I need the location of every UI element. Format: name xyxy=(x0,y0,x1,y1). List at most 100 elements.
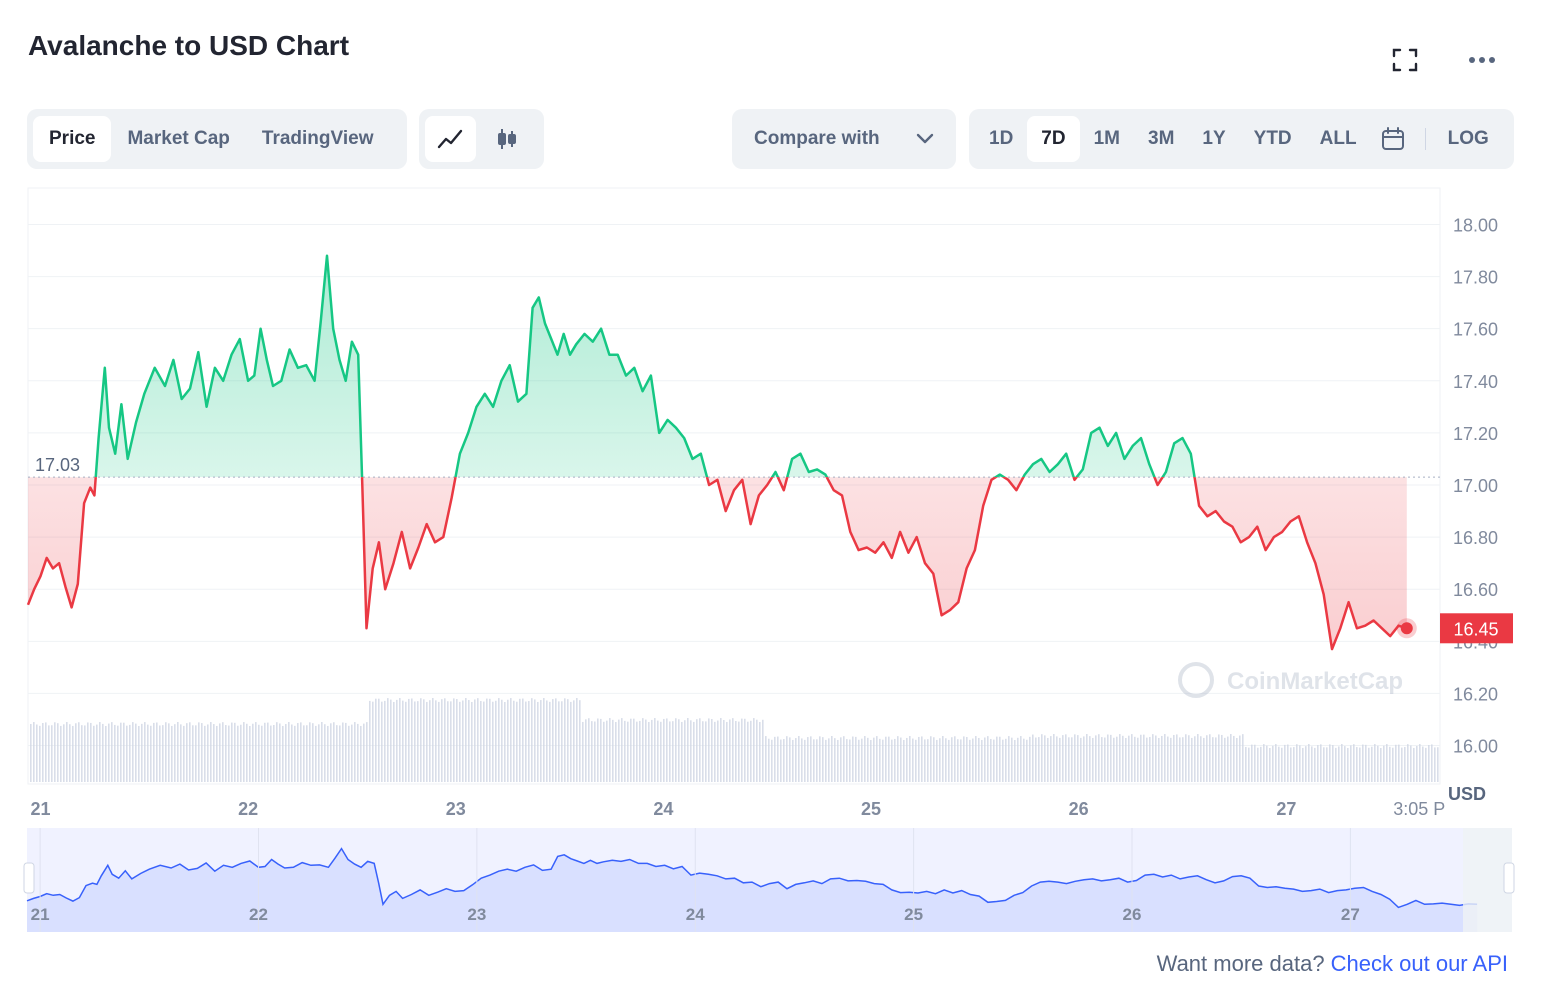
volume-bar xyxy=(348,725,350,782)
volume-bar xyxy=(1008,736,1010,782)
volume-bar xyxy=(564,698,566,782)
volume-bar xyxy=(102,723,104,782)
volume-bar xyxy=(480,701,482,782)
volume-bar xyxy=(684,720,686,782)
volume-bar xyxy=(399,698,401,782)
tab-market-cap[interactable]: Market Cap xyxy=(127,128,230,149)
x-tick-label: 27 xyxy=(1276,799,1296,819)
volume-bar xyxy=(1152,734,1154,782)
candlestick-icon[interactable] xyxy=(482,116,533,162)
volume-bar xyxy=(63,724,65,782)
volume-bar xyxy=(834,738,836,782)
log-scale-toggle[interactable]: LOG xyxy=(1447,128,1489,149)
volume-bar xyxy=(906,737,908,782)
calendar-icon[interactable] xyxy=(1371,116,1415,162)
volume-bar xyxy=(936,739,938,782)
range-1m[interactable]: 1M xyxy=(1093,128,1120,149)
volume-bar xyxy=(135,723,137,782)
price-chart[interactable]: 17.03 CoinMarketCap 18.00 17.80 17.60 17.40… xyxy=(0,180,1548,940)
volume-bar xyxy=(963,736,965,782)
volume-bar xyxy=(702,721,704,782)
volume-bar xyxy=(120,722,122,782)
navigator-handle-left[interactable] xyxy=(23,862,35,894)
volume-bar xyxy=(1314,747,1316,782)
volume-bar xyxy=(981,739,983,782)
volume-bar xyxy=(312,723,314,782)
volume-bar xyxy=(1242,734,1244,782)
page-title: Avalanche to USD Chart xyxy=(28,30,350,61)
fullscreen-icon[interactable] xyxy=(1387,42,1423,78)
volume-bar xyxy=(747,721,749,782)
range-1d[interactable]: 1D xyxy=(989,128,1014,149)
y-tick-label: 17.00 xyxy=(1453,476,1498,496)
navigator-area xyxy=(27,848,1478,932)
volume-bar xyxy=(186,723,188,782)
range-ytd[interactable]: YTD xyxy=(1253,128,1292,149)
volume-bar xyxy=(147,724,149,782)
volume-bar xyxy=(612,719,614,782)
last-price-label: 16.45 xyxy=(1453,619,1498,639)
volume-bar xyxy=(78,722,80,782)
line-chart-icon[interactable] xyxy=(425,116,476,162)
volume-bar xyxy=(300,722,302,782)
navigator-handle-right[interactable] xyxy=(1503,862,1515,894)
range-7d[interactable]: 7D xyxy=(1027,116,1080,162)
volume-bar xyxy=(1134,736,1136,782)
volume-bar xyxy=(597,718,599,782)
volume-bar xyxy=(1215,737,1217,782)
volume-bar xyxy=(315,725,317,782)
volume-bars xyxy=(30,698,1439,782)
volume-bar xyxy=(258,724,260,782)
volume-bar xyxy=(30,724,32,782)
volume-bar xyxy=(774,736,776,782)
volume-bar xyxy=(1173,734,1175,782)
volume-bar xyxy=(867,737,869,782)
volume-bar xyxy=(960,739,962,782)
volume-bar xyxy=(447,701,449,782)
more-options-icon[interactable] xyxy=(1464,42,1500,78)
range-navigator[interactable]: 21 22 23 24 25 26 27 xyxy=(23,828,1515,932)
volume-bar xyxy=(42,723,44,782)
volume-bar xyxy=(549,701,551,782)
area-below-reference xyxy=(28,477,1407,650)
volume-bar xyxy=(603,721,605,782)
api-promo-text: Want more data? xyxy=(1156,951,1331,976)
range-all[interactable]: ALL xyxy=(1319,128,1357,149)
volume-bar xyxy=(369,700,371,782)
volume-bar xyxy=(846,739,848,782)
volume-bar xyxy=(1035,737,1037,782)
volume-bar xyxy=(996,736,998,782)
volume-bar xyxy=(1191,737,1193,782)
range-3m[interactable]: 3M xyxy=(1148,128,1175,149)
volume-bar xyxy=(1206,735,1208,782)
volume-bar xyxy=(1239,735,1241,782)
volume-bar xyxy=(978,737,980,782)
volume-bar xyxy=(1374,744,1376,782)
volume-bar xyxy=(999,736,1001,782)
volume-bar xyxy=(930,736,932,782)
volume-bar xyxy=(753,718,755,782)
tab-price[interactable]: Price xyxy=(33,116,112,162)
volume-bar xyxy=(1002,739,1004,782)
compare-with-dropdown[interactable]: Compare with xyxy=(732,109,956,169)
volume-bar xyxy=(1014,739,1016,782)
volume-bar xyxy=(126,725,128,782)
range-1y[interactable]: 1Y xyxy=(1202,128,1226,149)
y-tick-label: 17.40 xyxy=(1453,372,1498,392)
volume-bar xyxy=(1218,734,1220,782)
volume-bar xyxy=(792,739,794,782)
volume-bar xyxy=(1161,735,1163,782)
volume-bar xyxy=(669,721,671,782)
volume-bar xyxy=(921,736,923,782)
volume-bar xyxy=(210,722,212,782)
volume-bar xyxy=(60,725,62,782)
price-chart-svg[interactable]: 17.03 CoinMarketCap 18.00 17.80 17.60 17.40… xyxy=(0,180,1548,940)
volume-bar xyxy=(297,723,299,782)
volume-bar xyxy=(1167,736,1169,782)
tab-tradingview[interactable]: TradingView xyxy=(261,128,374,149)
volume-bar xyxy=(132,722,134,782)
navigator-tick-label: 23 xyxy=(467,905,486,924)
volume-bar xyxy=(666,718,668,782)
volume-bar xyxy=(1221,734,1223,782)
api-link[interactable]: Check out our API xyxy=(1330,951,1508,976)
